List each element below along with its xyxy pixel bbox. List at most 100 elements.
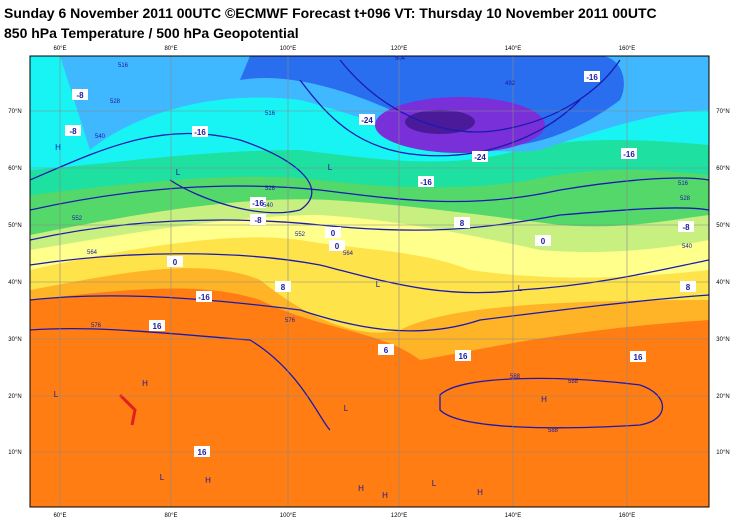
geopotential-label: 528 bbox=[265, 186, 276, 192]
lat-label: 50°N bbox=[8, 223, 21, 229]
lon-label: 120°E bbox=[391, 513, 407, 519]
pressure-center: H bbox=[382, 491, 388, 500]
temperature-label: -16 bbox=[584, 71, 600, 82]
temperature-value: 0 bbox=[541, 237, 546, 246]
label-box bbox=[621, 148, 637, 159]
temperature-label: 8 bbox=[275, 281, 291, 292]
lon-label: 100°E bbox=[280, 513, 296, 519]
temperature-value: 16 bbox=[153, 322, 162, 331]
geopotential-label: 516 bbox=[118, 63, 129, 69]
temperature-value: -16 bbox=[252, 199, 264, 208]
geopotential-label: 552 bbox=[72, 216, 83, 222]
label-box bbox=[630, 351, 646, 362]
temperature-label: 8 bbox=[454, 217, 470, 228]
lon-label: 160°E bbox=[619, 46, 635, 52]
lon-label: 80°E bbox=[164, 46, 177, 52]
label-box bbox=[455, 350, 471, 361]
geopotential-label: 588 bbox=[548, 428, 559, 434]
label-box bbox=[678, 221, 694, 232]
label-box bbox=[192, 126, 208, 137]
temperature-label: 0 bbox=[167, 256, 183, 267]
pressure-center: L bbox=[518, 284, 523, 293]
map-frame bbox=[29, 55, 710, 508]
pressure-center: L bbox=[328, 163, 333, 172]
label-box bbox=[250, 197, 266, 208]
label-box bbox=[65, 125, 81, 136]
temperature-label: -8 bbox=[250, 214, 266, 225]
lat-label: 30°N bbox=[716, 337, 729, 343]
label-box bbox=[196, 291, 212, 302]
pressure-center: L bbox=[344, 404, 349, 413]
temperature-value: 16 bbox=[198, 448, 207, 457]
lat-label: 40°N bbox=[8, 280, 21, 286]
geopotential-label: 588 bbox=[510, 374, 521, 380]
temperature-label: 16 bbox=[194, 446, 210, 457]
temperature-value: -16 bbox=[586, 73, 598, 82]
lon-label: 140°E bbox=[505, 513, 521, 519]
pressure-center: H bbox=[55, 143, 61, 152]
lat-label: 10°N bbox=[716, 450, 729, 456]
temperature-value: 16 bbox=[634, 353, 643, 362]
temperature-value: -8 bbox=[69, 127, 77, 136]
label-box bbox=[535, 235, 551, 246]
temperature-label: 16 bbox=[630, 351, 646, 362]
temperature-label: -24 bbox=[359, 114, 375, 125]
pressure-center: H bbox=[541, 395, 547, 404]
temperature-value: 0 bbox=[331, 229, 336, 238]
title: Sunday 6 November 2011 00UTC ©ECMWF Fore… bbox=[4, 5, 657, 21]
geopotential-label: 588 bbox=[568, 379, 579, 385]
lon-label: 140°E bbox=[505, 46, 521, 52]
lat-label: 20°N bbox=[716, 394, 729, 400]
pressure-center: L bbox=[432, 479, 437, 488]
label-box bbox=[418, 176, 434, 187]
geopotential-label: 528 bbox=[110, 99, 121, 105]
temperature-label: -16 bbox=[250, 197, 266, 208]
label-box bbox=[584, 71, 600, 82]
pressure-center: L bbox=[376, 280, 381, 289]
map-field bbox=[30, 56, 709, 507]
label-box bbox=[472, 151, 488, 162]
geopotential-label: 564 bbox=[87, 250, 98, 256]
temperature-label: -8 bbox=[72, 89, 88, 100]
temperature-label: -16 bbox=[621, 148, 637, 159]
geopotential-label: 492 bbox=[505, 81, 516, 87]
label-box bbox=[329, 240, 345, 251]
label-box bbox=[359, 114, 375, 125]
temperature-value: -8 bbox=[76, 91, 84, 100]
temperature-value: -8 bbox=[682, 223, 690, 232]
geopotential-label: 564 bbox=[343, 251, 354, 257]
pressure-center: H bbox=[477, 488, 483, 497]
temperature-label: -8 bbox=[678, 221, 694, 232]
lon-label: 100°E bbox=[280, 46, 296, 52]
temperature-label: -16 bbox=[192, 126, 208, 137]
graticule bbox=[30, 56, 709, 507]
temperature-label: -16 bbox=[418, 176, 434, 187]
geopotential-label: 504 bbox=[395, 56, 406, 62]
temperature-value: -16 bbox=[194, 128, 206, 137]
lat-label: 50°N bbox=[716, 223, 729, 229]
temperature-label: 6 bbox=[378, 344, 394, 355]
temperature-label: -8 bbox=[65, 125, 81, 136]
geopotential-label: 576 bbox=[285, 318, 296, 324]
temperature-label: 0 bbox=[325, 227, 341, 238]
temperature-value: -16 bbox=[198, 293, 210, 302]
temperature-value: -24 bbox=[361, 116, 373, 125]
geopotential-label: 576 bbox=[91, 323, 102, 329]
temperature-value: 8 bbox=[460, 219, 465, 228]
temperature-label: 16 bbox=[455, 350, 471, 361]
geopotential-label: 516 bbox=[265, 111, 276, 117]
temperature-value: -16 bbox=[623, 150, 635, 159]
temperature-label: 8 bbox=[680, 281, 696, 292]
label-box bbox=[72, 89, 88, 100]
pressure-center: H bbox=[205, 476, 211, 485]
temperature-value: 16 bbox=[459, 352, 468, 361]
pressure-center: L bbox=[54, 390, 59, 399]
geopotential-label: 528 bbox=[680, 196, 691, 202]
geopotential-label: 540 bbox=[682, 244, 693, 250]
temperature-label: 16 bbox=[149, 320, 165, 331]
geopotential-label: 540 bbox=[95, 134, 106, 140]
temperature-value: -24 bbox=[474, 153, 486, 162]
geopotential-label: 552 bbox=[295, 232, 306, 238]
lon-label: 80°E bbox=[164, 513, 177, 519]
